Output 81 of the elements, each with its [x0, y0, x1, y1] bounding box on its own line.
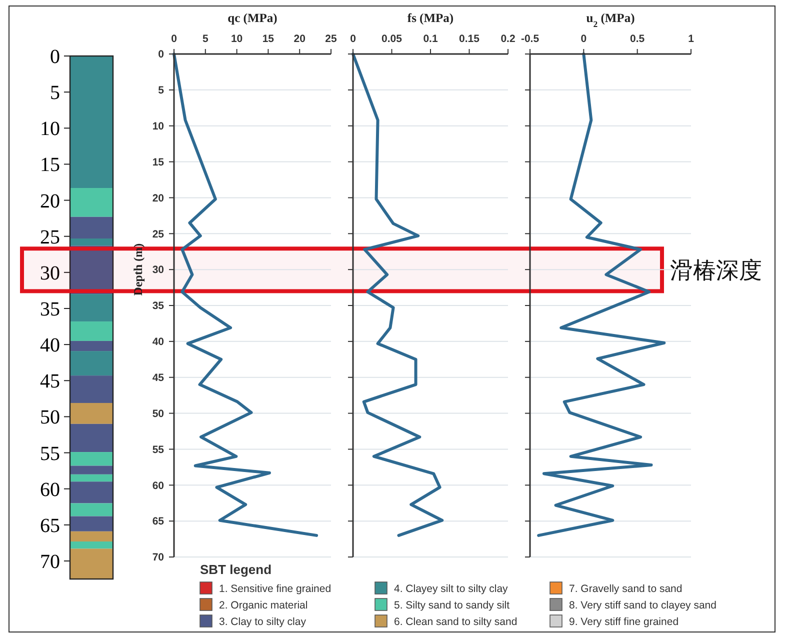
bar: [70, 548, 113, 579]
text: 3. Clay to silty clay: [219, 616, 307, 628]
bar: [70, 376, 113, 403]
x-tick-label: 0: [580, 33, 587, 45]
y-tick-label: 25: [40, 226, 60, 248]
text: SBT legend: [200, 562, 272, 577]
y-tick-label: 35: [40, 298, 60, 320]
y-tick-label: 40: [40, 334, 60, 357]
bar: [70, 503, 113, 516]
x-tick-label: 1: [688, 33, 694, 45]
text: 9. Very stiff fine grained: [569, 616, 679, 628]
bar: [70, 402, 113, 424]
y-tick-label: 60: [40, 478, 60, 501]
text: 8. Very stiff sand to clayey sand: [569, 600, 717, 612]
x-tick-label: 0.05: [382, 33, 402, 45]
y-tick-label: 0: [158, 48, 164, 61]
line-series: [172, 52, 318, 537]
bar: [70, 482, 113, 504]
y-tick-label: 50: [152, 408, 164, 420]
y-tick-label: 20: [152, 192, 164, 204]
text: 2. Organic material: [219, 600, 308, 612]
chart-title: fs (MPa): [407, 11, 454, 25]
bar: [70, 340, 113, 352]
bar: [70, 246, 113, 294]
x-tick-label: 15: [262, 33, 274, 45]
bar: [70, 321, 113, 341]
x-tick-label: 0.5: [630, 33, 645, 45]
bar: [70, 466, 113, 474]
chart-title: qc (MPa): [228, 11, 278, 25]
y-tick-label: 10: [40, 118, 60, 140]
y-tick-label: 65: [40, 514, 60, 537]
y-tick-label: 30: [40, 262, 60, 284]
bar: [70, 216, 113, 239]
y-tick-label: 15: [152, 156, 164, 168]
chart-title: u$_{2}$ (MPa): [586, 11, 635, 29]
text: 6. Clean sand to silty sand: [394, 616, 518, 628]
text: 5. Silty sand to sandy silt: [394, 600, 510, 612]
y-tick-label: 70: [152, 552, 164, 564]
y-tick-label: 30: [152, 264, 164, 276]
bar: [70, 541, 113, 549]
y-tick-label: 45: [152, 372, 164, 384]
y-tick-label: 55: [40, 442, 60, 465]
bar: [70, 452, 113, 466]
y-tick-label: 55: [152, 444, 164, 456]
band-label: 滑椿深度: [670, 258, 762, 283]
bar: [70, 351, 113, 376]
y-tick-label: 25: [152, 228, 164, 240]
x-tick-label: 25: [325, 33, 337, 45]
bar: [70, 474, 113, 482]
y-tick-label: 15: [40, 154, 60, 176]
x-tick-label: 0.15: [459, 33, 480, 45]
y-tick-label: 35: [152, 300, 164, 312]
x-tick-label: 20: [294, 33, 306, 45]
text: 4. Clayey silt to silty clay: [394, 583, 509, 595]
bar: [70, 238, 113, 246]
text: 1. Sensitive fine grained: [219, 583, 332, 595]
bar: [70, 56, 113, 188]
y-tick-label: 45: [40, 370, 60, 393]
y-tick-label: 5: [158, 84, 164, 97]
x-tick-label: 5: [202, 33, 208, 45]
x-tick-label: 10: [230, 33, 243, 45]
x-tick-label: -0.5: [520, 33, 540, 45]
y-axis-title: Depth (m): [131, 243, 145, 296]
y-tick-label: 60: [152, 480, 164, 492]
y-tick-label: 65: [152, 516, 164, 528]
bar: [70, 531, 113, 542]
x-tick-label: 0.2: [500, 33, 516, 45]
y-tick-label: 5: [50, 82, 60, 104]
y-tick-label: 70: [40, 550, 60, 573]
bar: [70, 294, 113, 322]
bar: [70, 516, 113, 532]
bar: [70, 188, 113, 217]
y-tick-label: 10: [152, 120, 164, 133]
x-tick-label: 0: [350, 33, 356, 45]
y-tick-label: 40: [152, 336, 164, 348]
bar: [70, 424, 113, 452]
y-tick-label: 50: [40, 406, 60, 429]
x-tick-label: 0: [171, 33, 178, 45]
text: 7. Gravelly sand to sand: [569, 583, 682, 595]
y-tick-label: 20: [40, 190, 60, 212]
x-tick-label: 0.1: [423, 33, 438, 45]
